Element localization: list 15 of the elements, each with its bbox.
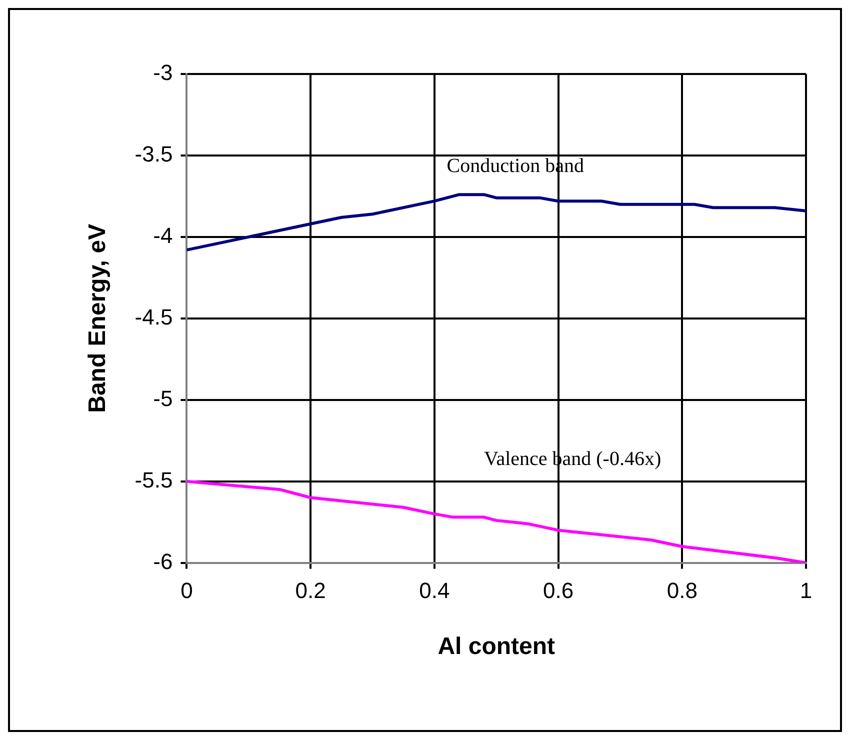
x-axis-title: Al content	[438, 633, 556, 660]
y-tick-label: -5.5	[134, 467, 173, 492]
y-tick-label: -4.5	[134, 304, 173, 330]
y-tick-label: -3	[153, 60, 173, 86]
x-tick-label: 0	[180, 578, 193, 604]
y-tick-label: -6	[153, 548, 173, 574]
x-tick-label: 0.2	[295, 578, 326, 604]
x-tick-label: 0.4	[419, 578, 450, 604]
y-tick-label: -4	[153, 222, 173, 248]
x-tick-label: 1	[800, 578, 812, 604]
x-tick-label: 0.8	[666, 578, 698, 604]
x-tick-label: 0.6	[542, 578, 574, 604]
y-tick-label: -5	[153, 386, 173, 411]
y-axis-title: Band Energy, eV	[84, 224, 112, 413]
y-tick-label: -3.5	[134, 142, 173, 167]
